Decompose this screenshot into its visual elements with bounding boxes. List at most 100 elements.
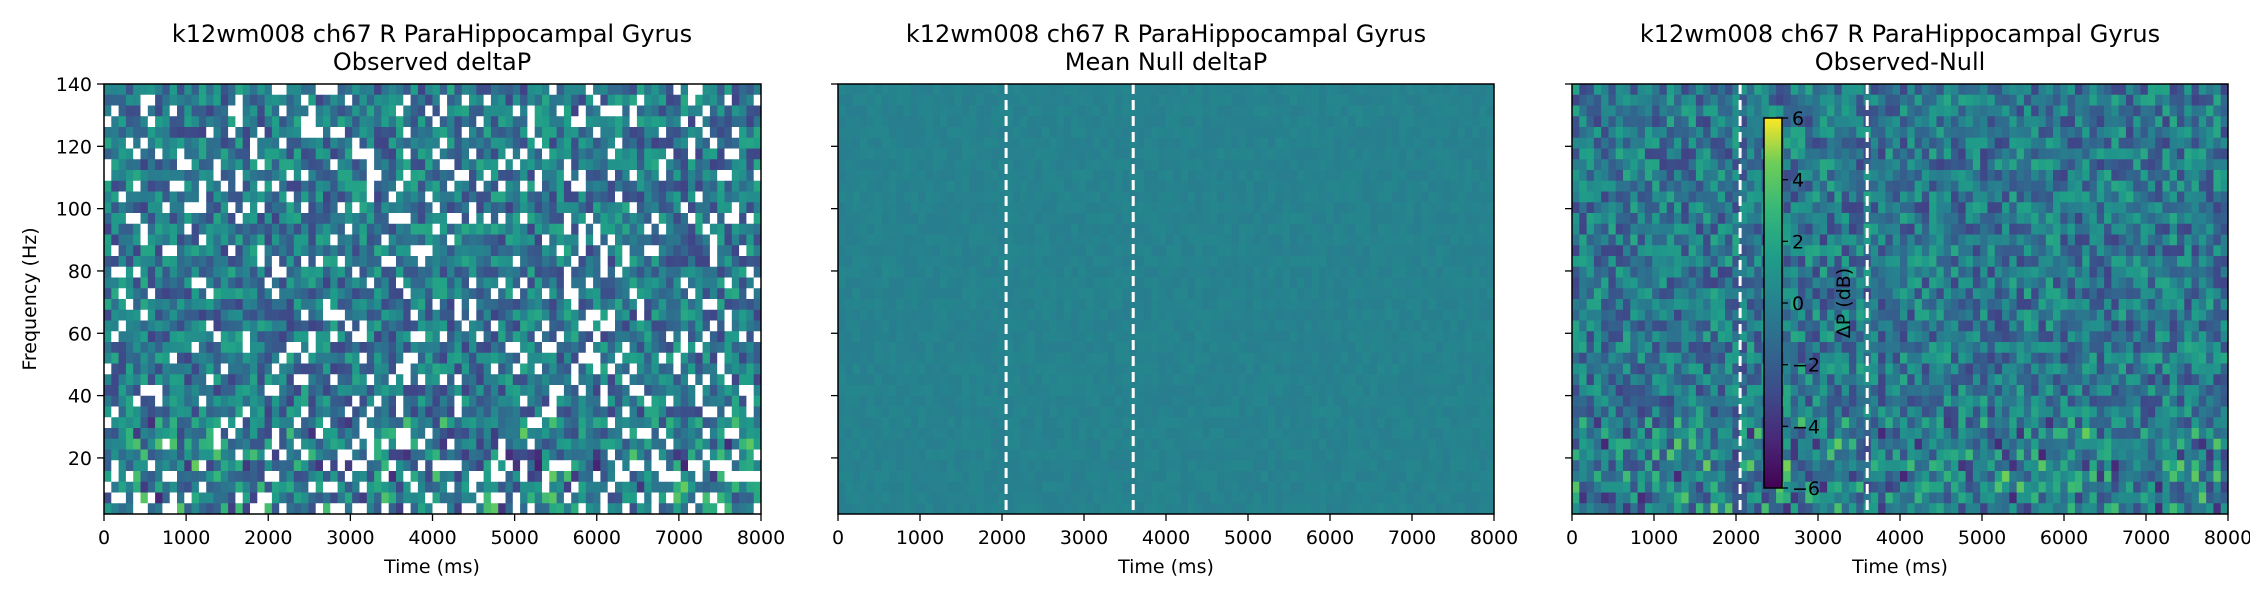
heatmap-cell — [184, 127, 193, 139]
y-tick-label: 20 — [68, 448, 92, 470]
heatmap-cell — [220, 288, 229, 300]
heatmap-cell — [242, 503, 251, 514]
heatmap-cell — [461, 481, 470, 494]
heatmap-cell — [177, 223, 185, 236]
heatmap-cell — [374, 223, 382, 236]
heatmap-cell — [731, 342, 740, 354]
heatmap-cell — [746, 180, 755, 193]
heatmap-cell — [658, 245, 667, 257]
heatmap-cell — [476, 374, 485, 386]
heatmap-cell — [1442, 223, 1451, 236]
heatmap-cell — [746, 374, 755, 386]
heatmap-cell — [520, 449, 528, 461]
heatmap-cell — [1319, 191, 1327, 203]
heatmap-cell — [1435, 223, 1444, 236]
heatmap-cell — [1166, 159, 1174, 171]
heatmap-cell — [352, 438, 361, 451]
heatmap-cell — [104, 116, 112, 128]
heatmap-cell — [556, 309, 565, 322]
heatmap-cell — [1144, 170, 1153, 182]
heatmap-cell — [388, 428, 397, 440]
heatmap-cell — [359, 191, 368, 203]
heatmap-cell — [359, 385, 368, 397]
heatmap-cell — [293, 309, 302, 322]
heatmap-cell — [410, 127, 419, 139]
heatmap-cell — [264, 105, 273, 117]
heatmap-cell — [1457, 127, 1466, 139]
heatmap-cell — [184, 492, 193, 504]
heatmap-cell — [622, 309, 631, 322]
heatmap-cell — [162, 492, 171, 504]
heatmap-cell — [155, 385, 163, 397]
heatmap-cell — [1238, 170, 1247, 182]
heatmap-cell — [1187, 84, 1196, 96]
heatmap-cell — [695, 202, 704, 214]
heatmap-cell — [293, 492, 302, 504]
heatmap-cell — [147, 105, 156, 117]
heatmap-cell — [104, 460, 112, 472]
heatmap-cell — [615, 385, 623, 397]
heatmap-cell — [235, 331, 244, 343]
heatmap-cell — [301, 342, 309, 354]
heatmap-cell — [673, 288, 682, 300]
heatmap-cell — [396, 137, 404, 150]
heatmap-cell — [658, 417, 667, 429]
heatmap-cell — [688, 277, 696, 289]
heatmap-cell — [932, 234, 941, 246]
heatmap-cell — [162, 309, 171, 322]
heatmap-cell — [323, 191, 331, 203]
heatmap-cell — [1260, 94, 1269, 107]
heatmap-cell — [542, 170, 550, 182]
heatmap-cell — [315, 471, 324, 483]
heatmap-cell — [250, 342, 258, 354]
heatmap-cell — [673, 202, 682, 214]
heatmap-cell — [257, 309, 266, 322]
heatmap-cell — [932, 94, 941, 107]
heatmap-cell — [498, 363, 507, 375]
heatmap-cell — [505, 374, 514, 386]
heatmap-cell — [1078, 84, 1087, 96]
heatmap-cell — [286, 137, 295, 150]
heatmap-cell — [1282, 148, 1291, 160]
heatmap-cell — [512, 374, 521, 386]
heatmap-cell — [753, 127, 761, 139]
heatmap-cell — [571, 481, 580, 494]
heatmap-cell — [381, 148, 390, 160]
heatmap-cell — [688, 256, 696, 268]
heatmap-cell — [1406, 94, 1415, 107]
heatmap-cell — [717, 320, 726, 332]
heatmap-cell — [104, 159, 112, 171]
heatmap-cell — [155, 191, 163, 203]
heatmap-cell — [1027, 127, 1036, 139]
heatmap-cell — [1100, 180, 1109, 193]
heatmap-cell — [889, 223, 897, 236]
heatmap-cell — [1056, 84, 1065, 96]
heatmap-cell — [636, 234, 645, 246]
heatmap-cell — [636, 460, 645, 472]
heatmap-cell — [439, 266, 448, 279]
heatmap-cell — [534, 385, 543, 397]
heatmap-cell — [753, 105, 761, 117]
heatmap-cell — [191, 449, 200, 461]
heatmap-cell — [622, 460, 631, 472]
heatmap-cell — [104, 363, 112, 375]
heatmap-cell — [881, 180, 890, 193]
heatmap-cell — [169, 503, 178, 514]
heatmap-cell — [1457, 180, 1466, 193]
heatmap-cell — [666, 148, 674, 160]
heatmap-cell — [140, 148, 149, 160]
heatmap-cell — [133, 492, 142, 504]
heatmap-cell — [556, 180, 565, 193]
heatmap-cell — [366, 223, 375, 236]
heatmap-cell — [417, 234, 426, 246]
heatmap-cell — [279, 159, 288, 171]
heatmap-cell — [469, 395, 477, 408]
heatmap-cell — [206, 352, 215, 365]
heatmap-cell — [125, 309, 134, 322]
heatmap-cell — [323, 395, 331, 408]
heatmap-cell — [1012, 94, 1021, 107]
heatmap-cell — [410, 352, 419, 365]
heatmap-cell — [213, 342, 222, 354]
heatmap-cell — [381, 492, 390, 504]
heatmap-cell — [709, 438, 718, 451]
